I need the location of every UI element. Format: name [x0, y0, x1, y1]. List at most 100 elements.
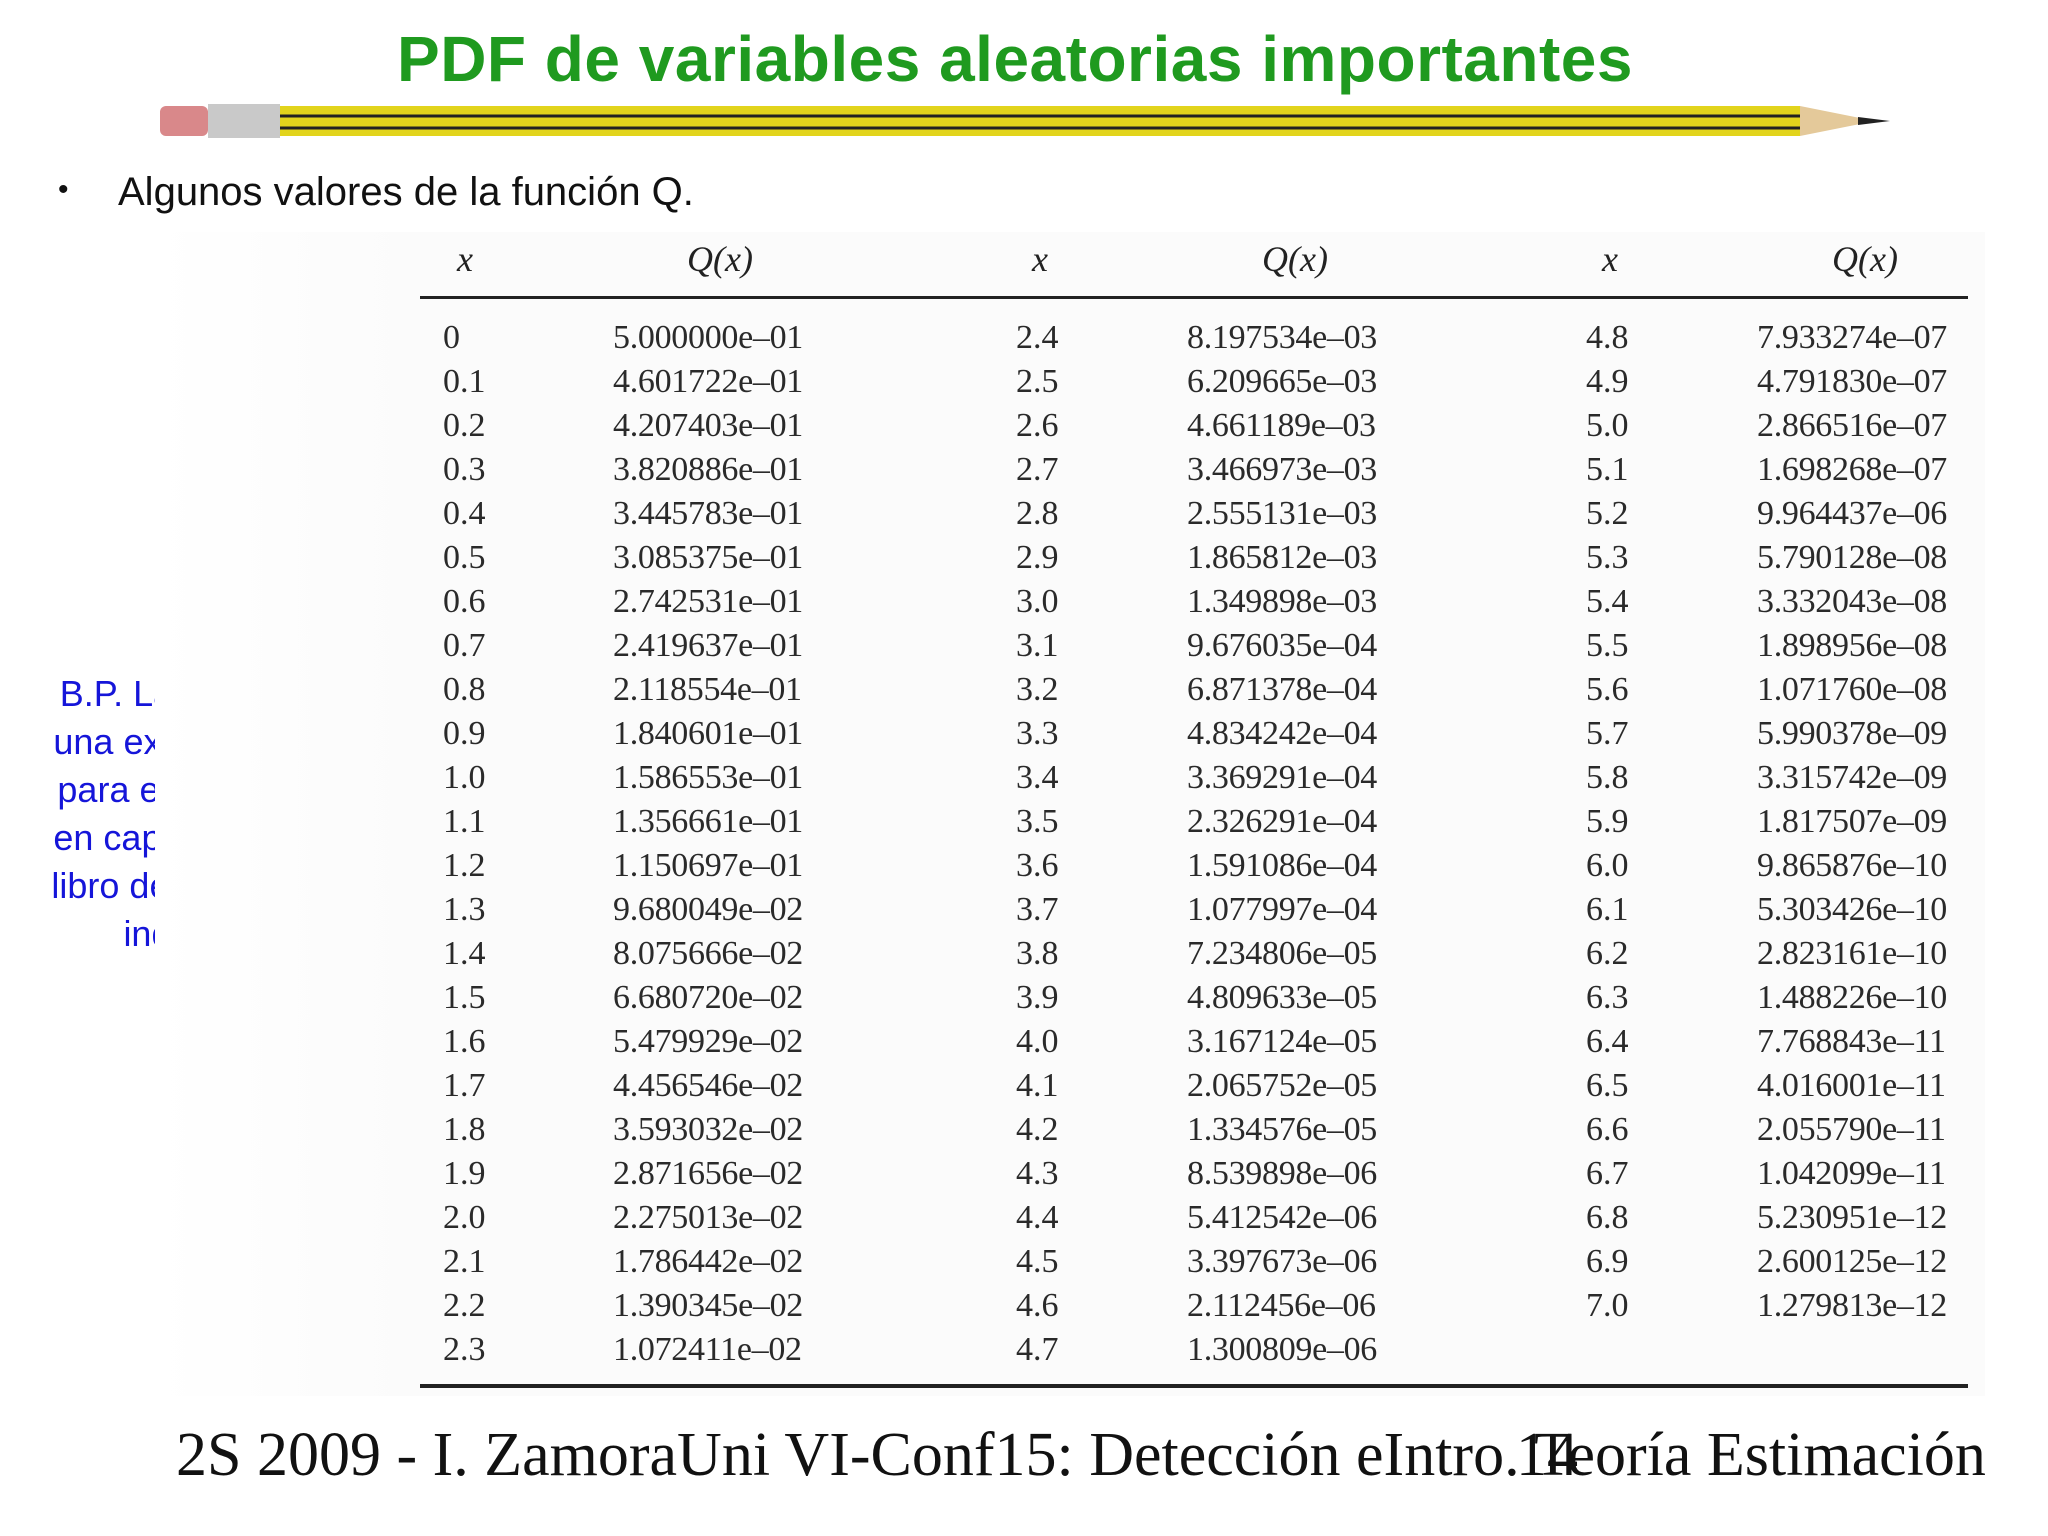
table-cell: 8.539898e–06 [1187, 1155, 1377, 1192]
pencil-tip [1800, 106, 1875, 136]
table-cell: 1.300809e–06 [1187, 1331, 1377, 1368]
bullet-symbol: • [58, 173, 69, 206]
page-number: 14 [1516, 1421, 1578, 1489]
table-cell: 1.698268e–07 [1757, 451, 1947, 488]
table-cell: 5.1 [1586, 451, 1629, 488]
table-cell: 5.990378e–09 [1757, 715, 1947, 752]
table-cell: 1.865812e–03 [1187, 539, 1377, 576]
table-cell: 5.3 [1586, 539, 1629, 576]
table-cell: 1.279813e–12 [1757, 1287, 1947, 1324]
table-cell: 1.6 [443, 1023, 486, 1060]
table-cell: 0 [443, 319, 460, 356]
table-cell: 4.8 [1586, 319, 1629, 356]
table-column-x1: 0 0.1 0.2 0.3 0.4 0.5 0.6 0.7 0.8 0.9 1.0 1.1 1.2 1.3… [443, 316, 486, 1372]
table-cell: 3.6 [1016, 847, 1059, 884]
table-cell: 6.5 [1586, 1067, 1629, 1104]
table-cell: 3.085375e–01 [613, 539, 803, 576]
table-cell: 5.5 [1586, 627, 1629, 664]
table-cell: 1.072411e–02 [613, 1331, 802, 1368]
table-cell: 2.6 [1016, 407, 1059, 444]
table-cell: 9.865876e–10 [1757, 847, 1947, 884]
table-cell: 3.466973e–03 [1187, 451, 1377, 488]
table-cell: 1.071760e–08 [1757, 671, 1947, 708]
table-cell: 4.791830e–07 [1757, 363, 1947, 400]
table-cell: 6.871378e–04 [1187, 671, 1377, 708]
table-cell: 3.445783e–01 [613, 495, 803, 532]
table-cell: 5.0 [1586, 407, 1629, 444]
table-cell: 3.7 [1016, 891, 1059, 928]
table-cell: 8.075666e–02 [613, 935, 803, 972]
table-cell: 0.6 [443, 583, 486, 620]
table-cell: 2.419637e–01 [613, 627, 803, 664]
table-cell: 2.2 [443, 1287, 486, 1324]
header-qx: Q(x) [1262, 239, 1328, 279]
table-cell: 5.9 [1586, 803, 1629, 840]
table-cell: 1.488226e–10 [1757, 979, 1947, 1016]
header-qx: Q(x) [1832, 239, 1898, 279]
table-cell: 3.9 [1016, 979, 1059, 1016]
header-x: x [1032, 239, 1048, 279]
table-cell: 2.866516e–07 [1757, 407, 1947, 444]
table-cell: 6.6 [1586, 1111, 1629, 1148]
table-cell: 4.7 [1016, 1331, 1059, 1368]
table-cell: 3.1 [1016, 627, 1059, 664]
table-cell: 8.197534e–03 [1187, 319, 1377, 356]
bullet-item: • Algunos valores de la función Q. [58, 170, 694, 215]
table-cell: 3.593032e–02 [613, 1111, 803, 1148]
table-cell: 2.742531e–01 [613, 583, 803, 620]
table-cell: 5.4 [1586, 583, 1629, 620]
table-cell: 2.600125e–12 [1757, 1243, 1947, 1280]
table-cell: 3.2 [1016, 671, 1059, 708]
table-cell: 3.820886e–01 [613, 451, 803, 488]
table-cell: 0.1 [443, 363, 486, 400]
table-cell: 0.4 [443, 495, 486, 532]
table-cell: 6.1 [1586, 891, 1629, 928]
table-cell: 1.334576e–05 [1187, 1111, 1377, 1148]
table-cell: 1.817507e–09 [1757, 803, 1947, 840]
header-qx: Q(x) [687, 239, 753, 279]
table-cell: 7.933274e–07 [1757, 319, 1947, 356]
pencil-eraser [160, 106, 208, 136]
table-cell: 7.768843e–11 [1757, 1023, 1946, 1060]
table-cell: 9.676035e–04 [1187, 627, 1377, 664]
table-cell: 1.898956e–08 [1757, 627, 1947, 664]
table-cell: 4.016001e–11 [1757, 1067, 1946, 1104]
header-x: x [1602, 239, 1618, 279]
table-cell: 1.5 [443, 979, 486, 1016]
table-cell: 3.0 [1016, 583, 1059, 620]
table-cell: 1.390345e–02 [613, 1287, 803, 1324]
slide-footer: 2S 2009 - I. ZamoraUni VI-Conf15: Detecc… [176, 1420, 2048, 1500]
table-cell: 4.5 [1016, 1243, 1059, 1280]
table-cell: 2.871656e–02 [613, 1155, 803, 1192]
table-cell: 5.000000e–01 [613, 319, 803, 356]
table-cell: 3.8 [1016, 935, 1059, 972]
table-column-q2: 8.197534e–03 6.209665e–03 4.661189e–03 3.46… [1187, 316, 1377, 1372]
scanned-table-area [155, 232, 1985, 1396]
table-cell: 0.9 [443, 715, 486, 752]
table-cell: 1.042099e–11 [1757, 1155, 1946, 1192]
table-cell: 4.207403e–01 [613, 407, 803, 444]
table-cell: 5.230951e–12 [1757, 1199, 1947, 1236]
table-column-q1: 5.000000e–01 4.601722e–01 4.207403e–01 3.82… [613, 316, 803, 1372]
table-cell: 1.591086e–04 [1187, 847, 1377, 884]
table-cell: 1.2 [443, 847, 486, 884]
pencil-divider [160, 104, 1890, 138]
table-cell: 2.5 [1016, 363, 1059, 400]
table-cell: 1.840601e–01 [613, 715, 803, 752]
table-cell: 2.3 [443, 1331, 486, 1368]
table-cell: 1.077997e–04 [1187, 891, 1377, 928]
table-cell: 1.356661e–01 [613, 803, 803, 840]
table-cell: 3.397673e–06 [1187, 1243, 1377, 1280]
table-cell: 4.1 [1016, 1067, 1059, 1104]
table-cell: 4.9 [1586, 363, 1629, 400]
table-cell: 6.8 [1586, 1199, 1629, 1236]
table-cell: 5.790128e–08 [1757, 539, 1947, 576]
table-cell: 5.6 [1586, 671, 1629, 708]
table-cell: 1.8 [443, 1111, 486, 1148]
table-cell: 9.680049e–02 [613, 891, 803, 928]
table-cell: 9.964437e–06 [1757, 495, 1947, 532]
table-cell: 4.6 [1016, 1287, 1059, 1324]
table-cell: 3.3 [1016, 715, 1059, 752]
table-cell: 0.8 [443, 671, 486, 708]
slide-title: PDF de variables aleatorias importantes [397, 23, 1633, 95]
